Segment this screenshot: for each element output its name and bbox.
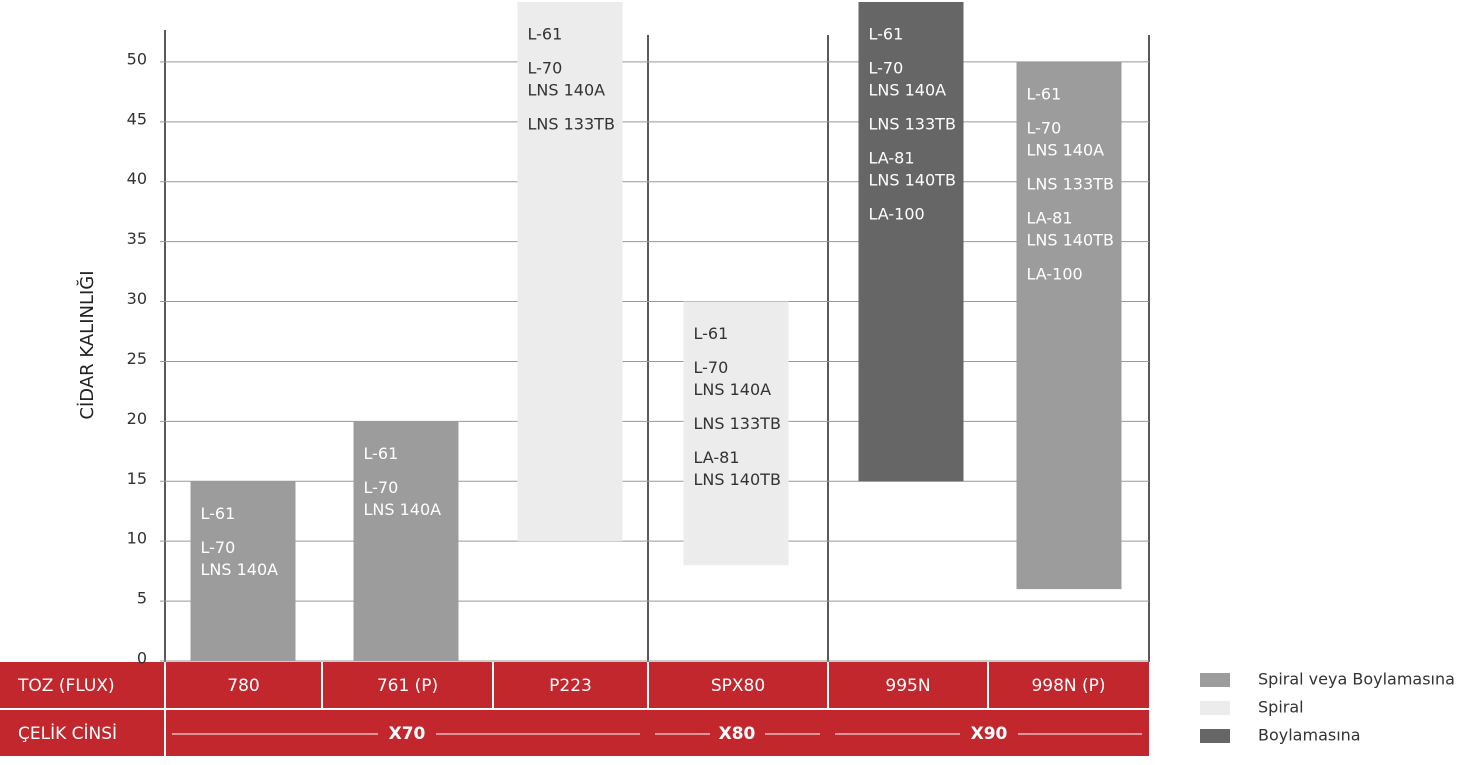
bar-label: LNS 140A	[364, 500, 442, 519]
bar-label: L-61	[869, 25, 904, 44]
row-header: TOZ (FLUX)	[17, 676, 115, 696]
y-tick-label: 0	[137, 649, 147, 668]
legend-label: Spiral	[1258, 698, 1304, 717]
bar-label: LNS 133TB	[1027, 174, 1114, 193]
bar-label: L-70	[201, 538, 236, 557]
bar-label: LNS 133TB	[694, 414, 781, 433]
bar	[1016, 61, 1122, 590]
y-tick-label: 35	[127, 229, 147, 248]
bar	[353, 421, 459, 661]
y-tick-label: 5	[137, 589, 147, 608]
bar-label: L-61	[1027, 84, 1062, 103]
bar-label: LA-100	[1027, 264, 1083, 283]
bar	[858, 2, 964, 482]
bar-label: LNS 140A	[869, 81, 947, 100]
y-tick-label: 10	[127, 529, 147, 548]
y-axis-label: CİDAR KALINLIĞI	[76, 270, 98, 419]
x-tick-label: P223	[549, 676, 592, 696]
legend-swatch	[1200, 729, 1230, 743]
bar-label: LA-81	[1027, 208, 1073, 227]
bar-label: L-70	[869, 59, 904, 78]
legend-label: Boylamasına	[1258, 726, 1361, 745]
row-header: ÇELİK CİNSİ	[18, 723, 117, 744]
bar	[683, 301, 789, 566]
x-tick-label: 780	[227, 676, 259, 696]
bar	[517, 2, 623, 542]
bar	[190, 481, 296, 661]
bar-label: L-70	[694, 358, 729, 377]
x-tick-label: SPX80	[711, 676, 765, 696]
flux-row	[0, 662, 1149, 708]
steel-grade: X90	[971, 724, 1008, 744]
bar-label: L-61	[528, 25, 563, 44]
bar-label: L-61	[364, 444, 399, 463]
steel-grade: X80	[719, 724, 756, 744]
bar-label: LNS 140TB	[694, 470, 781, 489]
y-tick-label: 50	[127, 49, 147, 68]
legend-label: Spiral veya Boylamasına	[1258, 670, 1455, 689]
legend-swatch	[1200, 673, 1230, 687]
bar-label: LNS 140A	[528, 81, 606, 100]
x-tick-label: 995N	[885, 676, 930, 696]
legend-swatch	[1200, 701, 1230, 715]
steel-row	[0, 710, 1149, 756]
bar-label: LNS 133TB	[528, 115, 615, 134]
x-tick-label: 761 (P)	[377, 676, 438, 696]
bar-label: LNS 140TB	[869, 171, 956, 190]
bar-label: L-70	[364, 478, 399, 497]
bar-label: LNS 140TB	[1027, 230, 1114, 249]
y-tick-label: 40	[127, 169, 147, 188]
y-tick-label: 25	[127, 349, 147, 368]
bar-label: LNS 133TB	[869, 115, 956, 134]
bar-label: LA-81	[694, 448, 740, 467]
x-tick-label: 998N (P)	[1031, 676, 1105, 696]
y-tick-label: 20	[127, 409, 147, 428]
steel-grade: X70	[389, 724, 426, 744]
y-tick-label: 15	[127, 469, 147, 488]
bar-label: L-70	[1027, 118, 1062, 137]
bar-label: LNS 140A	[201, 560, 279, 579]
bar-label: LNS 140A	[694, 380, 772, 399]
bar-label: L-70	[528, 59, 563, 78]
bar-label: L-61	[694, 324, 729, 343]
y-tick-label: 30	[127, 289, 147, 308]
bar-label: L-61	[201, 504, 236, 523]
bar-label: LNS 140A	[1027, 140, 1105, 159]
bar-label: LA-100	[869, 205, 925, 224]
bar-label: LA-81	[869, 149, 915, 168]
y-tick-label: 45	[127, 109, 147, 128]
